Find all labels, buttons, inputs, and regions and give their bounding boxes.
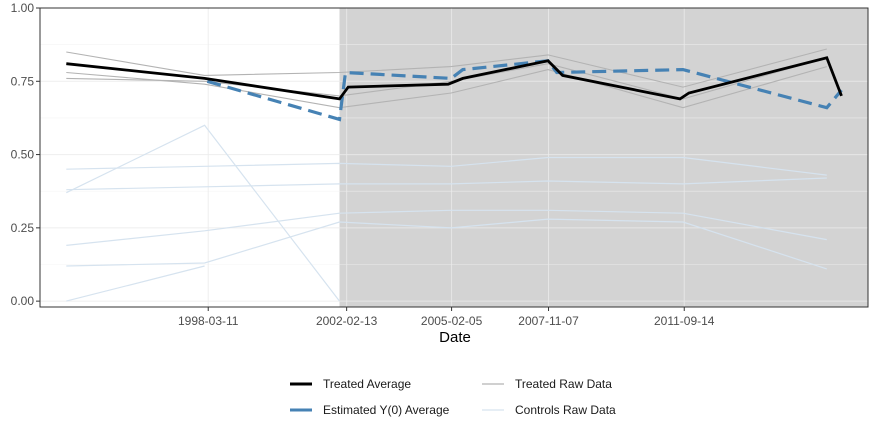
treated-raw-line (66, 66, 827, 109)
y-axis: 0.00 0.25 0.50 0.75 1.00 (11, 1, 40, 308)
controls-raw-line (66, 209, 827, 246)
treated-average-line (66, 56, 843, 101)
controls-raw-line (66, 218, 827, 270)
legend-label: Estimated Y(0) Average (323, 403, 450, 417)
x-tick-label: 2002-02-13 (316, 314, 378, 328)
x-axis: 1998-03-11 2002-02-13 2005-02-05 2007-11-07… (178, 307, 715, 328)
y-tick-label: 0.75 (11, 74, 35, 88)
treated-raw-line (66, 48, 827, 88)
controls-raw-line (66, 156, 827, 176)
controls-raw-line (66, 124, 340, 302)
treated-raw-line (66, 57, 827, 100)
x-tick-label: 1998-03-11 (178, 314, 239, 328)
estimated-y0-average-line (206, 59, 843, 122)
y-tick-label: 0.25 (11, 221, 35, 235)
y-tick-label: 0.00 (11, 294, 35, 308)
x-tick-label: 2005-02-05 (421, 314, 483, 328)
y-tick-label: 1.00 (11, 1, 35, 15)
x-tick-label: 2007-11-07 (518, 314, 579, 328)
legend-label: Treated Average (323, 377, 411, 391)
controls-raw-line (66, 177, 827, 191)
legend-label: Treated Raw Data (515, 377, 612, 391)
panel-border (39, 7, 869, 308)
x-axis-title: Date (439, 329, 471, 346)
y-tick-label: 0.50 (11, 148, 35, 162)
series-layer (66, 48, 843, 302)
x-tick-label: 2011-09-14 (654, 314, 715, 328)
legend-label: Controls Raw Data (515, 403, 616, 417)
controls-raw-line (66, 265, 205, 302)
legend: Treated Average Estimated Y(0) Average Tre… (290, 377, 616, 417)
